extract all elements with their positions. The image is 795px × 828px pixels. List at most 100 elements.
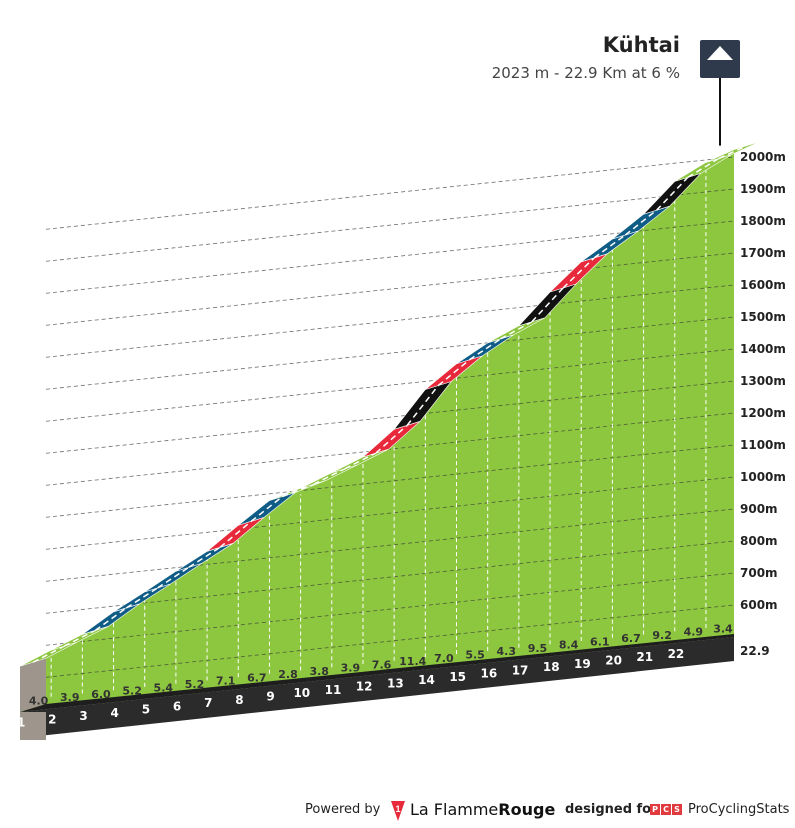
segment-centerline xyxy=(687,157,720,179)
segment-centerline xyxy=(593,234,626,259)
segment-centerline xyxy=(63,629,96,647)
segment-gradient-label: 8.4 xyxy=(559,639,579,652)
segment-gradient-label: 6.0 xyxy=(91,688,111,701)
flamme-rouge-brand-bold: Rouge xyxy=(498,800,556,819)
segment-gradient-label: 6.1 xyxy=(590,635,610,648)
km-marker-label: 7 xyxy=(204,696,212,710)
segment-gradient-label: 11.4 xyxy=(399,655,426,668)
svg-text:1: 1 xyxy=(395,804,400,814)
segment-centerline xyxy=(344,452,377,470)
segment-gradient-label: 9.2 xyxy=(652,629,672,642)
segment-centerline xyxy=(94,607,127,631)
altitude-gridline xyxy=(45,508,735,582)
altitude-tick-label: 1800m xyxy=(740,214,786,228)
profile-base-top xyxy=(20,634,734,712)
segment-gradient-label: 3.9 xyxy=(341,662,361,675)
km-marker-label: 5 xyxy=(142,703,150,717)
altitude-tick-label: 1500m xyxy=(740,310,786,324)
altitude-gridline xyxy=(45,540,735,614)
end-distance-label: 22.9 xyxy=(740,644,770,658)
profile-base-strip xyxy=(20,637,734,738)
altitude-gridline xyxy=(45,412,735,486)
km-marker-label: 3 xyxy=(79,709,87,723)
segment-gradient-label: 4.9 xyxy=(684,626,704,639)
km-marker-label: 17 xyxy=(512,663,529,677)
km-marker-label: 4 xyxy=(111,706,119,720)
segment-gradient-label: 7.0 xyxy=(434,652,454,665)
segment-centerline xyxy=(656,176,689,211)
segment-gradient-label: 5.5 xyxy=(465,649,485,662)
altitude-tick-label: 800m xyxy=(740,534,778,548)
altitude-gridline xyxy=(45,380,735,454)
segment-gradient-label: 4.0 xyxy=(29,694,49,707)
km-marker-label: 10 xyxy=(293,686,310,700)
altitude-tick-label: 1400m xyxy=(740,342,786,356)
designed-for-label: designed for xyxy=(565,802,658,817)
altitude-gridline xyxy=(45,444,735,518)
pcs-logo-letter-s: S xyxy=(672,804,682,815)
segment-gradient-label: 9.5 xyxy=(528,642,548,655)
km-marker-label: 13 xyxy=(387,676,404,690)
segment-centerline xyxy=(375,424,408,454)
km-marker-label: 12 xyxy=(356,680,373,694)
segment-centerline xyxy=(624,209,658,236)
km-marker-label: 8 xyxy=(235,693,243,707)
segment-gradient-label: 2.8 xyxy=(278,668,298,681)
segment-centerline xyxy=(500,321,533,340)
altitude-tick-label: 600m xyxy=(740,598,778,612)
pcs-logo-letter-p: P xyxy=(650,804,660,815)
pcs-logo-letter-c: C xyxy=(661,804,671,815)
altitude-gridline xyxy=(45,284,735,358)
segment-centerline xyxy=(157,566,190,589)
km-marker-label: 21 xyxy=(636,650,653,664)
segment-centerline xyxy=(718,144,748,160)
segment-gradient-label: 6.7 xyxy=(621,632,641,645)
altitude-tick-label: 1900m xyxy=(740,182,786,196)
segment-centerline xyxy=(219,520,252,548)
altitude-gridline xyxy=(45,572,735,646)
segment-gradient-label: 7.6 xyxy=(372,658,392,671)
km-marker-label: 20 xyxy=(605,653,622,667)
segment-gradient-label: 5.2 xyxy=(185,678,205,691)
altitude-gridline xyxy=(45,252,735,326)
flamme-rouge-brand: La FlammeRouge xyxy=(410,800,555,819)
altitude-gridline xyxy=(45,476,735,550)
km-marker-label: 6 xyxy=(173,699,181,713)
climb-title: Kühtai xyxy=(602,33,680,57)
km-marker-label: 22 xyxy=(668,647,685,661)
segment-gradient-label: 6.7 xyxy=(247,671,267,684)
segment-gradient-label: 3.8 xyxy=(309,665,329,678)
km-marker-label: 16 xyxy=(481,667,498,681)
profile-base-side xyxy=(20,712,46,740)
km-marker-label: 18 xyxy=(543,660,560,674)
segment-gradient-label: 5.2 xyxy=(122,685,142,698)
segment-gradient-label: 5.4 xyxy=(154,681,174,694)
segment-centerline xyxy=(313,468,346,485)
altitude-gridline xyxy=(45,348,735,422)
segment-gradient-label: 3.9 xyxy=(60,691,80,704)
segment-centerline xyxy=(282,483,314,498)
climb-subtitle: 2023 m - 22.9 Km at 6 % xyxy=(491,64,680,82)
segment-centerline xyxy=(406,385,439,426)
profile-side-face xyxy=(20,658,46,712)
segment-centerline xyxy=(32,645,65,663)
km-marker-label: 9 xyxy=(266,690,274,704)
flamme-rouge-brand-light: La Flamme xyxy=(410,800,499,819)
altitude-tick-label: 1600m xyxy=(740,278,786,292)
altitude-tick-label: 2000m xyxy=(740,150,786,164)
segment-centerline xyxy=(437,359,470,387)
segment-centerline xyxy=(126,587,159,609)
km-marker-label: 2 xyxy=(48,712,56,726)
segment-gradient-label: 7.1 xyxy=(216,675,236,688)
altitude-tick-label: 1700m xyxy=(740,246,786,260)
km-marker-label: 11 xyxy=(325,683,342,697)
altitude-tick-label: 1000m xyxy=(740,470,786,484)
km-marker-label: 14 xyxy=(418,673,435,687)
segment-gradient-label: 4.3 xyxy=(497,645,517,658)
segment-gradient-label: 3.4 xyxy=(713,622,733,635)
altitude-tick-label: 1300m xyxy=(740,374,786,388)
altitude-gridline xyxy=(45,156,735,230)
hc-category-label: HC xyxy=(713,65,728,75)
segment-centerline xyxy=(531,287,564,323)
